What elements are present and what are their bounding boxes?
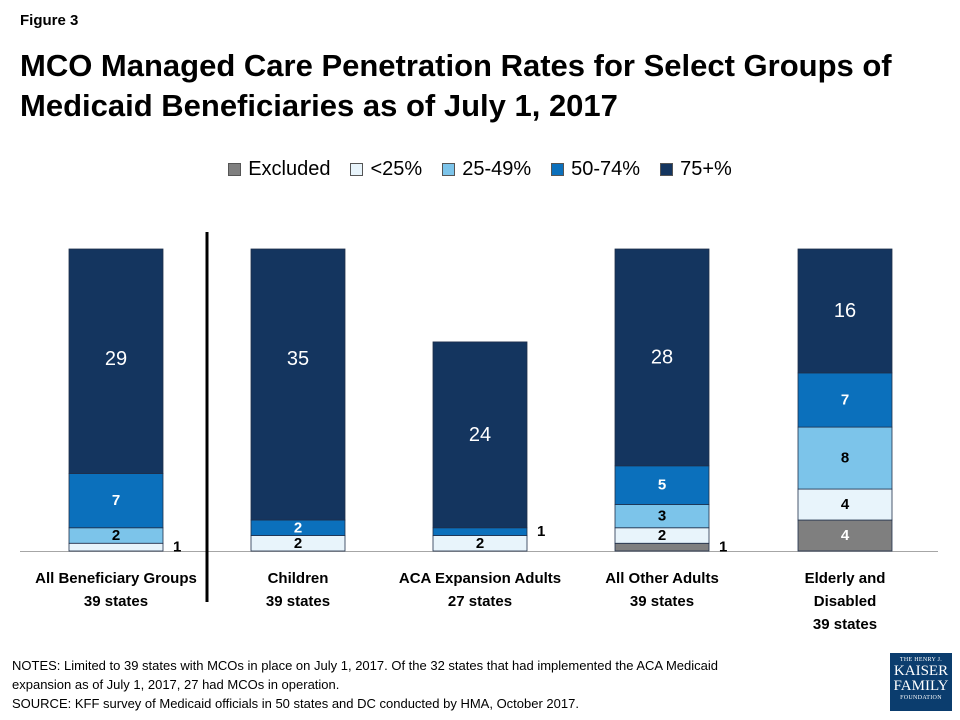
data-label-all-other-adults-50-74: 5 [658, 477, 666, 494]
bar-segment-elderly-and-disabled-75 [797, 248, 893, 374]
category-label-all-other-adults: All Other Adults [605, 570, 719, 587]
bar-segment-elderly-and-disabled-25-49 [797, 426, 893, 490]
data-label-all-beneficiary-groups-50-74: 7 [112, 492, 120, 509]
legend-label-under-25: <25% [370, 158, 423, 180]
logo-line-1: THE HENRY J. [899, 657, 943, 663]
category-sublabel-elderly-and-disabled: 39 states [813, 616, 877, 633]
category-label-children: Children [268, 570, 329, 587]
bar-segment-all-beneficiary-groups-50-74 [68, 473, 164, 529]
data-label-all-other-adults-25: 2 [658, 527, 666, 544]
data-label-aca-expansion-adults-75: 24 [469, 424, 491, 446]
data-label-elderly-and-disabled-25: 4 [841, 496, 850, 513]
legend-swatch-under-25 [350, 163, 364, 176]
data-label-elderly-and-disabled-excluded: 4 [841, 527, 850, 544]
category-label-all-beneficiary-groups: All Beneficiary Groups [35, 570, 197, 587]
category-label-aca-expansion-adults: ACA Expansion Adults [399, 570, 561, 587]
data-label-all-other-adults-25-49: 3 [658, 508, 666, 525]
legend-item-25-49: 25-49% [442, 158, 531, 181]
category-sublabel-children: 39 states [266, 593, 330, 610]
legend-item-50-74: 50-74% [551, 158, 640, 181]
notes-line-1: NOTES: Limited to 39 states with MCOs in… [12, 658, 718, 673]
legend-swatch-excluded [228, 163, 242, 176]
category-sublabel-aca-expansion-adults: 27 states [448, 593, 512, 610]
bar-segment-elderly-and-disabled-excluded [797, 519, 893, 552]
legend-item-under-25: <25% [350, 158, 422, 181]
chart-title-line-2: Medicaid Beneficiaries as of July 1, 201… [20, 88, 618, 123]
legend-label-50-74: 50-74% [571, 158, 641, 180]
data-label-all-beneficiary-groups-75: 29 [105, 348, 127, 370]
bar-segment-children-75 [250, 248, 346, 521]
legend-swatch-25-49 [442, 163, 456, 176]
logo-line-4: FOUNDATION [900, 695, 942, 701]
data-label-all-other-adults-75: 28 [651, 346, 673, 368]
figure-label: Figure 3 [20, 12, 79, 29]
category-label-elderly-and-disabled: Elderly and [805, 570, 886, 587]
data-label-all-beneficiary-groups-25: 1 [173, 539, 181, 556]
chart-notes: NOTES: Limited to 39 states with MCOs in… [12, 656, 882, 713]
category-sublabel-all-beneficiary-groups: 39 states [84, 593, 148, 610]
chart-title-line-1: MCO Managed Care Penetration Rates for S… [20, 48, 892, 83]
category-sublabel-all-other-adults: 39 states [630, 593, 694, 610]
data-label-aca-expansion-adults-25: 2 [476, 535, 484, 552]
data-label-all-other-adults-excluded: 1 [719, 539, 727, 556]
chart-title: MCO Managed Care Penetration Rates for S… [20, 46, 950, 126]
data-label-elderly-and-disabled-75: 16 [834, 300, 856, 322]
logo-line-2: KAISER [893, 663, 949, 679]
bar-segment-elderly-and-disabled-50-74 [797, 372, 893, 428]
bar-segment-all-beneficiary-groups-25 [68, 542, 164, 552]
legend-label-excluded: Excluded [248, 158, 331, 180]
logo-line-3: FAMILY [893, 678, 949, 694]
legend-item-excluded: Excluded [228, 158, 330, 181]
chart-legend: Excluded <25% 25-49% 50-74% 75+% [0, 158, 960, 181]
bar-segment-all-other-adults-75 [614, 248, 710, 467]
data-label-children-50-74: 2 [294, 519, 302, 536]
bar-segment-aca-expansion-adults-75 [432, 341, 528, 529]
bar-segment-all-other-adults-50-74 [614, 465, 710, 505]
source-line: SOURCE: KFF survey of Medicaid officials… [12, 696, 579, 711]
legend-swatch-75-plus [660, 163, 674, 176]
bar-segment-elderly-and-disabled-25 [797, 488, 893, 521]
data-label-all-beneficiary-groups-25-49: 2 [112, 527, 120, 544]
legend-swatch-50-74 [551, 163, 565, 176]
data-label-children-75: 35 [287, 348, 309, 370]
legend-label-75-plus: 75+% [680, 158, 732, 180]
category-label-elderly-and-disabled-line-2: Disabled [814, 593, 877, 610]
data-label-elderly-and-disabled-25-49: 8 [841, 450, 849, 467]
kff-logo: THE HENRY J. KAISER FAMILY FOUNDATION [890, 653, 952, 711]
data-label-children-25: 2 [294, 535, 302, 552]
bar-segment-all-beneficiary-groups-75 [68, 248, 164, 474]
legend-label-25-49: 25-49% [462, 158, 532, 180]
data-label-elderly-and-disabled-50-74: 7 [841, 392, 849, 409]
bar-segment-all-other-adults-excluded [614, 542, 710, 552]
data-label-aca-expansion-adults-50-74: 1 [537, 523, 545, 540]
notes-line-2: expansion as of July 1, 2017, 27 had MCO… [12, 677, 340, 692]
legend-item-75-plus: 75+% [660, 158, 732, 181]
